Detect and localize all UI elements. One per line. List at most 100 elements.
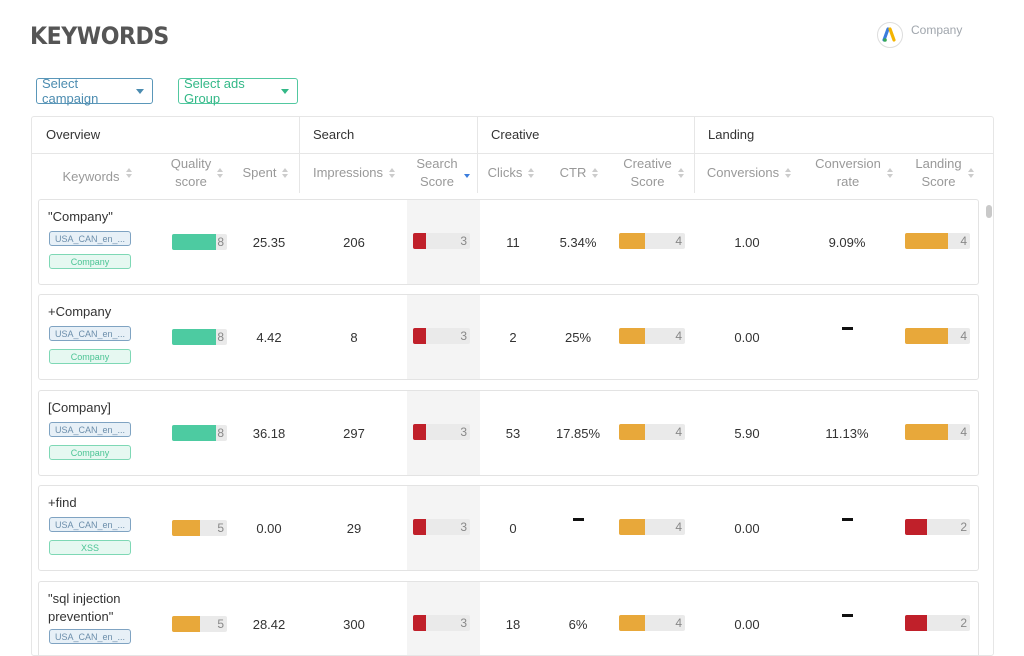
ctr-value: 17.85% — [555, 426, 601, 441]
landing-score-bar-value: 4 — [960, 329, 967, 343]
keyword-text[interactable]: "sql injection prevention" — [48, 591, 121, 624]
col-impressions[interactable]: Impressions — [299, 153, 409, 193]
col-ctr[interactable]: CTR — [545, 153, 613, 193]
group-creative: Creative — [491, 127, 540, 142]
clicks-value: 0 — [509, 521, 517, 536]
impressions-value: 29 — [346, 521, 362, 536]
conversion-rate-value: 11.13% — [825, 426, 869, 441]
keyword-text[interactable]: +Company — [48, 304, 112, 319]
divider — [299, 117, 300, 193]
quality-score-bar-value: 8 — [217, 235, 224, 249]
company-badge[interactable]: Company — [877, 22, 962, 48]
search-score-bar: 3 — [413, 424, 470, 440]
col-conversions[interactable]: Conversions — [694, 153, 804, 193]
creative-score-bar-fill — [619, 233, 645, 249]
search-score-bar-fill — [413, 424, 426, 440]
ctr-value: 6% — [568, 617, 588, 632]
quality-score-bar: 8 — [172, 234, 227, 250]
landing-score-bar: 2 — [905, 615, 970, 631]
conversions-value: 1.00 — [734, 235, 760, 250]
sort-desc-icon[interactable] — [463, 168, 470, 178]
creative-score-bar-value: 4 — [675, 616, 682, 630]
creative-score-bar-fill — [619, 519, 645, 535]
divider — [694, 117, 695, 193]
ads-group-tag[interactable]: Company — [49, 254, 131, 269]
campaign-tag[interactable]: USA_CAN_en_... — [49, 517, 131, 532]
keyword-text[interactable]: "Company" — [48, 209, 113, 224]
ads-group-tag[interactable]: Company — [49, 349, 131, 364]
ads-group-tag[interactable]: XSS — [49, 540, 131, 555]
clicks-value: 53 — [505, 426, 521, 441]
creative-score-bar-fill — [619, 328, 645, 344]
sort-icon[interactable] — [125, 168, 132, 178]
spent-value: 0.00 — [256, 521, 282, 536]
col-spent[interactable]: Spent — [232, 153, 299, 193]
search-score-bar-value: 3 — [460, 234, 467, 248]
sort-icon[interactable] — [528, 168, 535, 178]
ads-group-tag[interactable]: Company — [49, 445, 131, 460]
quality-score-bar-fill — [172, 329, 216, 345]
landing-score-bar-value: 2 — [960, 616, 967, 630]
creative-score-bar: 4 — [619, 328, 685, 344]
campaign-tag[interactable]: USA_CAN_en_... — [49, 326, 131, 341]
sort-icon[interactable] — [785, 168, 792, 178]
clicks-value: 11 — [506, 235, 520, 250]
keyword-text[interactable]: [Company] — [48, 400, 111, 415]
landing-score-bar: 4 — [905, 233, 970, 249]
table-row[interactable]: [Company] USA_CAN_en_... Company 8 36.18 297 3… — [38, 390, 979, 476]
conversions-value: 0.00 — [734, 330, 760, 345]
search-score-bar-value: 3 — [460, 329, 467, 343]
col-quality-score[interactable]: Quality score — [162, 153, 232, 193]
conversions-value: 0.00 — [734, 617, 760, 632]
col-landing-score[interactable]: Landing Score — [904, 153, 985, 193]
quality-score-bar: 8 — [172, 425, 227, 441]
search-score-bar: 3 — [413, 519, 470, 535]
impressions-value: 297 — [343, 426, 365, 441]
landing-score-bar: 4 — [905, 328, 970, 344]
search-score-bar-fill — [413, 615, 426, 631]
creative-score-bar-value: 4 — [675, 520, 682, 534]
group-overview: Overview — [46, 127, 101, 142]
sort-icon[interactable] — [677, 168, 684, 178]
landing-score-bar-fill — [905, 519, 927, 535]
search-score-bar-fill — [413, 233, 426, 249]
quality-score-bar: 8 — [172, 329, 227, 345]
creative-score-bar-value: 4 — [675, 425, 682, 439]
creative-score-bar: 4 — [619, 519, 685, 535]
quality-score-bar: 5 — [172, 520, 227, 536]
landing-score-bar: 4 — [905, 424, 970, 440]
sort-icon[interactable] — [282, 168, 289, 178]
table-row[interactable]: "Company" USA_CAN_en_... Company 8 25.35 206 3… — [38, 199, 979, 285]
landing-score-bar: 2 — [905, 519, 970, 535]
keywords-table: Overview Search Creative Landing Keyword… — [31, 116, 994, 656]
sort-icon[interactable] — [886, 168, 893, 178]
search-score-bar-value: 3 — [460, 616, 467, 630]
group-landing: Landing — [708, 127, 755, 142]
select-campaign-dropdown[interactable]: Select campaign — [36, 76, 153, 106]
keyword-text[interactable]: +find — [48, 495, 77, 510]
table-row[interactable]: "sql injection prevention" USA_CAN_en_...… — [38, 581, 979, 655]
search-score-bar: 3 — [413, 615, 470, 631]
sort-icon[interactable] — [389, 168, 396, 178]
sort-icon[interactable] — [217, 168, 224, 178]
col-keywords[interactable]: Keywords — [32, 153, 162, 193]
column-header-row: Keywords Quality score Spent Impressions … — [32, 153, 993, 193]
table-row[interactable]: +Company USA_CAN_en_... Company 8 4.42 8 3 2 25%… — [38, 294, 979, 380]
vertical-scrollbar[interactable] — [986, 205, 992, 218]
col-creative-score[interactable]: Creative Score — [613, 153, 694, 193]
col-clicks[interactable]: Clicks — [477, 153, 545, 193]
sort-icon[interactable] — [592, 168, 599, 178]
creative-score-bar: 4 — [619, 615, 685, 631]
campaign-tag[interactable]: USA_CAN_en_... — [49, 422, 131, 437]
spent-value: 36.18 — [252, 426, 286, 441]
quality-score-bar: 5 — [172, 616, 227, 632]
sort-icon[interactable] — [967, 168, 974, 178]
creative-score-bar-fill — [619, 615, 645, 631]
quality-score-bar-fill — [172, 520, 200, 536]
table-row[interactable]: +find USA_CAN_en_... XSS 5 0.00 29 3 0 4 0.00 2 — [38, 485, 979, 571]
campaign-tag[interactable]: USA_CAN_en_... — [49, 629, 131, 644]
campaign-tag[interactable]: USA_CAN_en_... — [49, 231, 131, 246]
col-conversion-rate[interactable]: Conversion rate — [804, 153, 904, 193]
col-search-score[interactable]: Search Score — [409, 153, 477, 193]
select-ads-group-dropdown[interactable]: Select ads Group — [178, 76, 298, 106]
